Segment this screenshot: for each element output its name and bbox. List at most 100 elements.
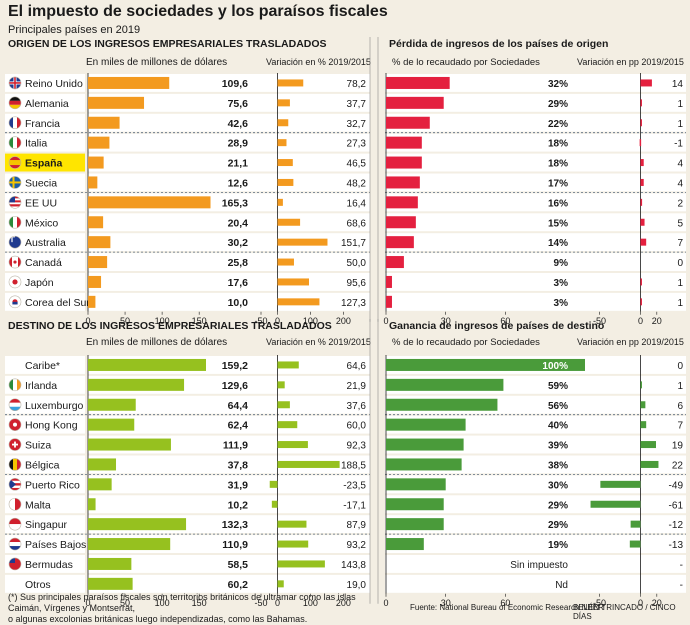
origen-row-0-amount-label: 109,6 [222,78,248,90]
origen-row-6-flag-icon-part [9,204,21,207]
destino-row-10-flag-icon [8,557,22,571]
destino-row-1-flag-icon-part [13,378,17,391]
destino-row-right-bg [385,555,686,573]
origen-row-11-pp-label: 1 [677,298,683,309]
origen-row-6-flag-icon-body [9,196,21,209]
origen-row-11-variation-bar [277,298,320,306]
destino-row-bg [88,455,370,474]
destino-row-9-flag-icon-part [9,538,21,543]
destino-row-2-pp-label: 6 [677,401,683,412]
origen-row-right-bg [385,173,686,192]
origen-row-1-pp-label: 1 [677,99,683,110]
origen-row-bg [88,153,370,172]
origen-row-bg [88,93,370,112]
destino-row-3-flag-icon-part [13,422,17,427]
destino-row-label-bg [5,475,85,494]
destino-row-6-flag-icon [8,478,22,491]
destino-row-4-flag-icon-body [9,438,21,451]
destino-row-0-variation-label: 64,6 [347,361,367,372]
origen-row-6-variation-label: 16,4 [347,198,367,209]
destino-header-amount: En miles de millones de dólares [86,337,227,348]
destino-row-3-pp-bar [640,421,647,429]
origen-row-6-country: EE UU [25,197,57,209]
destino-tick-label-pct: 60 [500,598,510,608]
destino-row-5-variation-label: 188,5 [341,460,366,471]
origen-row-right-bg [385,113,686,132]
destino-tick-label-amount: 150 [192,598,207,608]
destino-row-9-pct-bar [386,538,424,551]
origen-row-9-flag-icon [8,255,22,269]
origen-row-1-pct-bar [386,96,444,109]
destino-row-4-pct-bar [386,438,464,451]
destino-row-right-bg [385,475,686,494]
destino-row-6-variation-label: -23,5 [343,480,366,491]
origen-row-6-flag-icon-ring [8,196,22,209]
destino-tick-label-variation: 100 [303,598,318,608]
footnote-line-2: o algunas excolonias británicas luego in… [8,614,308,624]
destino-row-9-variation-bar [277,540,309,548]
origen-row-5-variation-bar [277,178,294,186]
origen-row-4-amount-label: 21,1 [228,158,249,170]
origen-row-11-amount-bar [88,295,96,308]
origen-row-10-pp-label: 1 [677,278,683,289]
destino-header-pp: Variación en pp 2019/2015 [577,337,684,347]
origen-row-1-pct-label: 29% [548,99,568,110]
origen-row-3-variation-bar [277,139,287,147]
destino-row-6-amount-label: 31,9 [228,479,249,491]
destino-row-7-country: Malta [25,499,51,511]
origen-row-0-flag-icon-part [14,76,16,89]
origen-row-9-variation-bar [277,258,294,266]
origen-row-7-flag-icon-body [9,216,21,229]
origen-row-0-flag-icon [8,76,22,90]
destino-row-0-country: Caribe* [25,360,60,372]
origen-row-11-pct-bar [386,295,392,308]
destino-row-5-flag-icon [8,458,22,471]
origen-row-9-amount-bar [88,256,108,269]
origen-row-2-flag-icon-part [13,116,17,129]
destino-row-6-flag-icon-ring [8,478,22,491]
origen-row-0-variation-bar [277,79,304,87]
origen-row-8-pct-label: 14% [548,238,568,249]
destino-row-9-pct-label: 19% [548,540,568,551]
destino-row-3-variation-bar [277,421,298,429]
destino-row-label-bg [5,515,85,534]
destino-row-3-amount-label: 62,4 [228,420,249,432]
destino-row-11-amount-bar [88,577,133,590]
origen-row-5-pp-bar [640,178,644,186]
origen-row-11-flag-icon-body [9,295,21,308]
origen-tick-label-pp: -50 [593,316,606,326]
origen-right-title: Pérdida de ingresos de los países de ori… [389,38,608,50]
origen-row-bg [88,113,370,132]
origen-row-bg [88,173,370,192]
source-note: Fuente: National Bureau of Economic Rese… [410,603,604,612]
origen-row-0-amount-bar [88,76,170,89]
origen-row-8-flag-icon-ring [8,235,22,249]
destino-row-4-pp-label: 19 [672,441,684,452]
destino-row-8-flag-icon-part [9,524,21,531]
origen-row-label-bg [5,273,85,291]
origen-row-7-variation-label: 68,6 [347,218,367,229]
destino-row-7-flag-icon-ring [8,497,22,511]
origen-row-1-amount-label: 75,6 [228,98,249,110]
destino-row-6-country: Puerto Rico [25,479,80,491]
origen-row-right-bg [385,74,686,92]
origen-tick-label-pct: 30 [441,316,451,326]
destino-row-2-flag-icon-ring [8,398,22,412]
destino-tick-label-amount: 0 [85,598,90,608]
origen-tick-label-pct: 60 [500,316,510,326]
origen-row-2-pp-bar [640,119,642,127]
destino-row-4-pct-label: 39% [548,441,568,452]
origen-row-5-amount-label: 12,6 [228,177,249,189]
origen-row-1-pp-bar [640,99,642,107]
origen-row-right-bg [385,273,686,291]
origen-row-7-flag-icon-part [9,216,13,229]
origen-row-11-pp-bar [640,298,642,306]
destino-row-2-amount-label: 64,4 [228,400,249,412]
origen-row-3-flag-icon-ring [8,136,22,149]
destino-row-5-flag-icon-ring [8,458,22,471]
origen-row-8-amount-label: 30,2 [228,237,249,249]
origen-row-3-variation-label: 27,3 [347,139,367,150]
destino-row-3-variation-label: 60,0 [347,421,367,432]
destino-row-6-pp-bar [600,480,641,488]
